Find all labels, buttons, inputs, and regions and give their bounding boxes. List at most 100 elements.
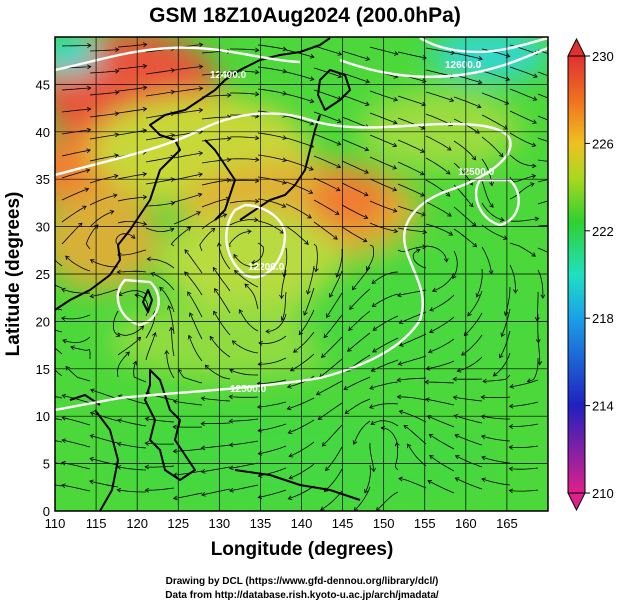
streamline-arrowhead [307, 214, 312, 219]
streamline [509, 183, 535, 200]
x-tick-label: 125 [167, 516, 189, 531]
streamline [147, 258, 175, 269]
streamline [394, 442, 399, 471]
streamline-arrowhead [480, 394, 485, 400]
streamline [537, 269, 544, 299]
streamline-arrowhead [499, 353, 504, 359]
streamline-arrowhead [558, 260, 562, 264]
streamline [285, 49, 315, 58]
streamline-arrowhead [452, 376, 457, 382]
streamline [537, 71, 548, 77]
streamline [369, 156, 397, 169]
contour-label: 12500.0 [230, 384, 267, 395]
streamline-arrowhead [43, 245, 47, 249]
streamline-arrowhead [508, 466, 514, 472]
streamline [117, 489, 146, 493]
streamline-arrowhead [116, 269, 121, 275]
streamline-arrowhead [279, 294, 284, 300]
streamline-arrowhead [254, 198, 260, 204]
streamline [257, 220, 285, 234]
streamline-arrowhead [33, 481, 37, 485]
streamline [184, 249, 203, 274]
streamline [481, 415, 510, 420]
streamline-arrowhead [213, 310, 218, 316]
streamline [89, 70, 119, 74]
streamline [348, 310, 371, 331]
streamline-arrowhead [286, 384, 292, 389]
streamline-arrowhead [449, 97, 455, 103]
streamline-arrowhead [365, 56, 371, 61]
streamline [369, 178, 397, 191]
streamline-arrowhead [392, 165, 398, 170]
streamline-arrowhead [326, 313, 331, 318]
streamline [412, 249, 427, 269]
streamline [509, 467, 539, 470]
streamline-arrowhead [144, 464, 149, 470]
streamline-arrowhead [351, 285, 357, 291]
streamline-arrowhead [532, 163, 537, 169]
streamline [189, 312, 203, 340]
streamline [397, 95, 426, 106]
streamline [117, 129, 147, 136]
streamline [112, 310, 120, 337]
contour-label: 12600.0 [445, 60, 482, 71]
streamline-arrowhead [86, 106, 92, 112]
streamline [453, 52, 483, 60]
streamline-arrowhead [184, 271, 189, 276]
streamline [397, 205, 426, 216]
streamline-arrowhead [323, 333, 329, 339]
streamline [159, 287, 175, 313]
streamline [145, 487, 175, 491]
streamline-arrowhead [563, 197, 567, 201]
streamline [509, 242, 536, 257]
streamline-arrowhead [212, 266, 218, 272]
streamline-arrowhead [187, 291, 192, 297]
streamline [55, 369, 63, 377]
streamline [343, 376, 371, 390]
streamline [298, 309, 315, 335]
streamline [201, 444, 231, 449]
streamline-arrowhead [61, 316, 66, 321]
streamline-arrowhead [287, 495, 293, 500]
streamline [398, 355, 427, 365]
contour-labels: 12400.0 12600.0 12500.0 12500.0 12200.0 [210, 60, 495, 395]
streamline-arrowhead [489, 181, 494, 187]
colorbar-max-arrow [567, 37, 586, 57]
streamline-arrowhead [315, 390, 321, 396]
streamline [55, 418, 63, 421]
streamline-arrowhead [372, 326, 378, 331]
streamline [293, 331, 315, 353]
streamline-arrowhead [226, 177, 232, 183]
streamline-arrowhead [254, 217, 259, 223]
streamline-arrowhead [231, 340, 237, 345]
streamline [214, 288, 231, 314]
streamline-arrowhead [87, 64, 92, 70]
streamline-arrowhead [530, 182, 535, 187]
streamline-arrowhead [448, 231, 454, 236]
streamline [232, 340, 259, 354]
streamline [303, 287, 315, 316]
streamline-arrowhead [561, 123, 565, 127]
streamline [499, 330, 511, 358]
streamline [212, 267, 231, 292]
streamline [509, 88, 537, 101]
streamline [229, 418, 259, 422]
streamline [117, 196, 147, 202]
streamline-arrowhead [421, 101, 427, 107]
streamline-arrowhead [61, 438, 67, 443]
streamline [370, 420, 399, 427]
streamline-arrowhead [363, 191, 369, 197]
streamline-arrowhead [370, 420, 376, 425]
streamline-arrowhead [61, 415, 67, 421]
streamline [429, 294, 455, 311]
streamline [371, 271, 399, 284]
streamline-arrowhead [335, 186, 341, 192]
streamline-arrowhead [422, 244, 427, 250]
streamline-arrowhead [537, 361, 543, 366]
colorbar-scale [567, 55, 586, 494]
streamline-arrowhead [329, 292, 334, 298]
streamline-arrowhead [352, 440, 358, 445]
streamline-arrowhead [172, 424, 177, 430]
streamline [481, 456, 511, 464]
streamline [324, 468, 343, 492]
